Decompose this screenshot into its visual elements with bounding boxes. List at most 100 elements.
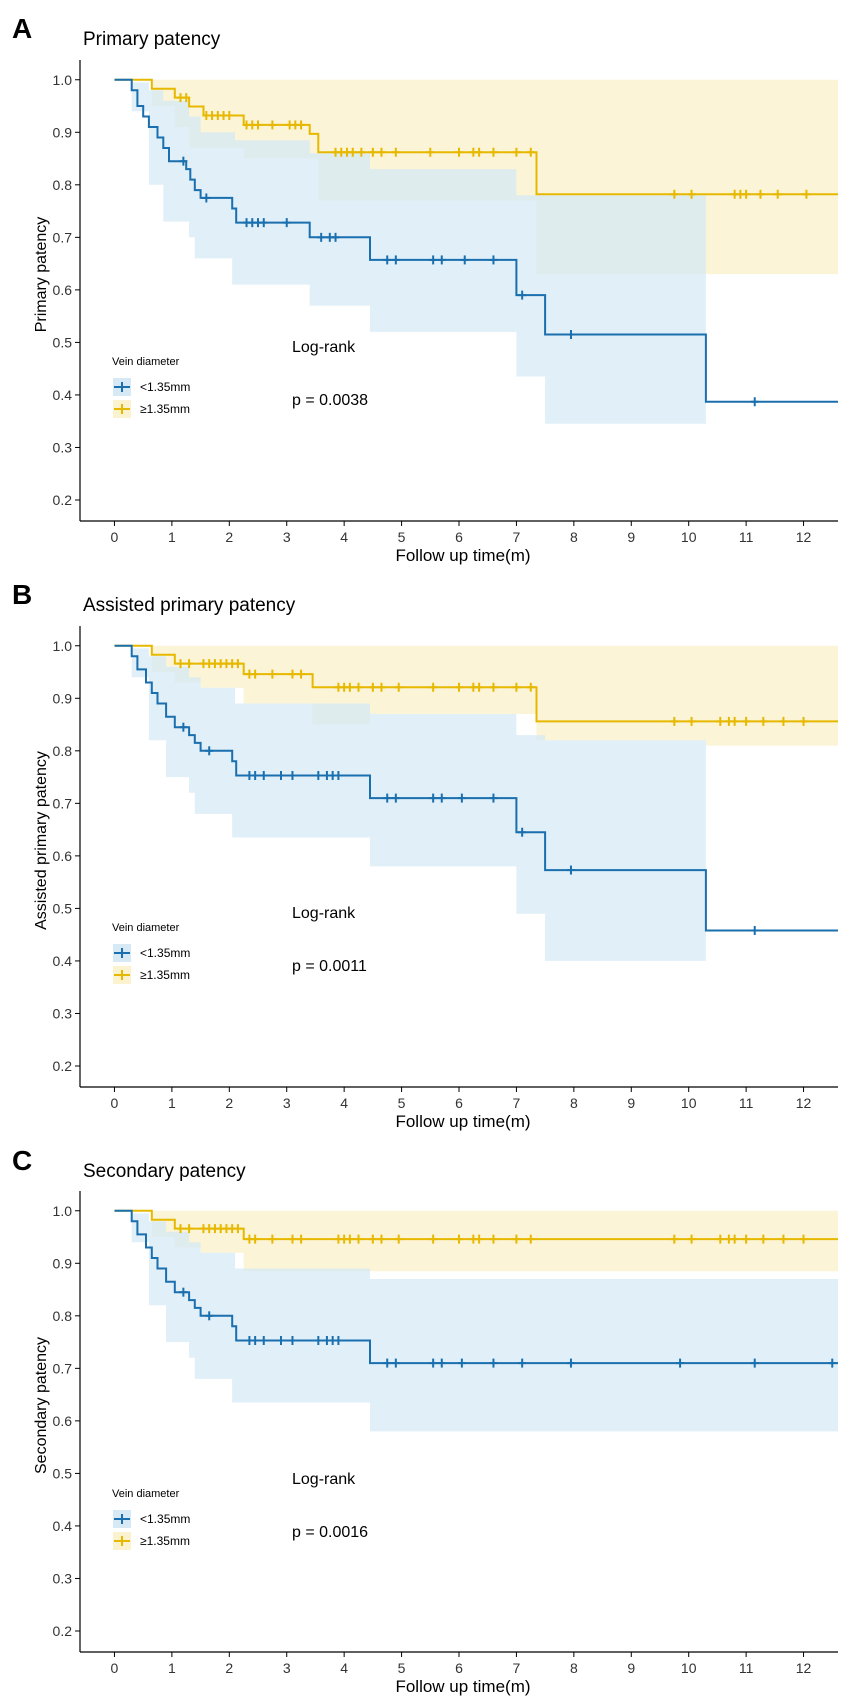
censor-mark-large	[368, 682, 377, 692]
censor-mark-small	[334, 771, 343, 781]
censor-mark-large	[345, 682, 354, 692]
censor-mark-large	[377, 147, 386, 157]
censor-mark-small	[566, 1358, 575, 1368]
ci-band-small	[114, 79, 706, 424]
x-axis-label: Follow up time(m)	[395, 1677, 530, 1696]
x-tick-label: 3	[283, 1660, 291, 1676]
censor-mark-large	[394, 1234, 403, 1244]
censor-mark-large	[182, 93, 191, 103]
censor-mark-large	[716, 716, 725, 726]
x-tick-label: 8	[570, 529, 578, 545]
y-tick-label: 0.9	[53, 1255, 73, 1271]
censor-mark-large	[426, 147, 435, 157]
y-tick-label: 0.7	[53, 795, 73, 811]
x-axis-label: Follow up time(m)	[395, 1112, 530, 1131]
censor-mark-small	[457, 793, 466, 803]
censor-mark-small	[437, 793, 446, 803]
censor-mark-small	[750, 925, 759, 935]
x-tick-label: 0	[111, 1095, 119, 1111]
panel-a: A Primary patency 0.2 0.3 0.4 0.5 0.6 0.7 0.8 0.9…	[12, 13, 838, 565]
x-tick-label: 0	[111, 1660, 119, 1676]
y-tick-label: 0.4	[53, 1518, 73, 1534]
censor-mark-large	[512, 682, 521, 692]
km-line-small	[114, 1209, 838, 1365]
legend: Vein diameter <1.35mm ≥1.35mm	[112, 1488, 190, 1550]
plot-area	[114, 644, 838, 1035]
censor-mark-large	[185, 1224, 194, 1234]
x-tick-label: 6	[455, 1660, 463, 1676]
censor-mark-large	[254, 120, 263, 130]
censor-mark-large	[475, 147, 484, 157]
panel-label: C	[12, 1145, 32, 1176]
censor-mark-large	[779, 716, 788, 726]
censor-mark-large	[779, 1234, 788, 1244]
censor-mark-large	[802, 189, 811, 199]
x-tick-label: 12	[796, 529, 812, 545]
censor-mark-small	[317, 232, 326, 242]
x-tick-label: 7	[513, 1660, 521, 1676]
censor-mark-large	[512, 1234, 521, 1244]
censor-mark-large	[687, 189, 696, 199]
censor-mark-small	[205, 1311, 214, 1321]
y-tick-label: 1.0	[53, 72, 73, 88]
censor-mark-large	[742, 1234, 751, 1244]
x-tick-label: 10	[681, 529, 697, 545]
chart-title: Secondary patency	[83, 1161, 246, 1182]
censor-mark-large	[377, 1234, 386, 1244]
x-tick-label: 2	[225, 1660, 233, 1676]
censor-mark-large	[455, 1234, 463, 1244]
y-tick-label: 0.9	[53, 124, 73, 140]
y-tick-label: 0.8	[53, 743, 73, 759]
censor-mark-small	[334, 1336, 343, 1346]
censor-mark-small	[429, 793, 438, 803]
censor-mark-large	[268, 669, 277, 679]
x-tick-label: 3	[283, 1095, 291, 1111]
x-tick-label: 9	[627, 1660, 635, 1676]
legend-title: Vein diameter	[112, 356, 180, 368]
censor-mark-large	[730, 716, 739, 726]
panel-label: A	[12, 13, 32, 44]
censor-mark-small	[460, 255, 469, 265]
censor-mark-large	[455, 147, 463, 157]
censor-mark-small	[676, 1358, 685, 1368]
legend-entry-small: <1.35mm	[140, 380, 190, 394]
x-tick-label: 7	[513, 1095, 521, 1111]
km-line-large	[114, 644, 838, 723]
censor-mark-large	[288, 1234, 297, 1244]
x-tick-label: 4	[340, 1660, 348, 1676]
x-tick-label: 1	[168, 1095, 176, 1111]
censor-mark-large	[394, 682, 403, 692]
censor-mark-small	[314, 1336, 323, 1346]
censor-mark-large	[429, 682, 438, 692]
x-tick-label: 3	[283, 529, 291, 545]
y-tick-label: 0.4	[53, 387, 73, 403]
censor-mark-small	[288, 771, 297, 781]
censor-mark-small	[391, 255, 400, 265]
plot-area	[114, 1209, 838, 1432]
censor-mark-small	[314, 771, 323, 781]
censor-mark-small	[251, 771, 260, 781]
legend: Vein diameter <1.35mm ≥1.35mm	[112, 356, 190, 418]
censor-mark-large	[297, 1234, 306, 1244]
censor-mark-large	[455, 682, 463, 692]
censor-mark-small	[179, 722, 188, 732]
censor-mark-large	[526, 1234, 535, 1244]
y-tick-label: 0.9	[53, 690, 73, 706]
legend-entry-large: ≥1.35mm	[140, 1534, 190, 1548]
censor-mark-small	[391, 793, 400, 803]
censor-mark-large	[759, 1234, 768, 1244]
censor-mark-large	[670, 189, 679, 199]
p-value: p = 0.0011	[292, 958, 367, 975]
censor-mark-large	[251, 669, 260, 679]
y-tick-label: 0.2	[53, 1623, 73, 1639]
censor-mark-large	[526, 682, 535, 692]
censor-mark-large	[268, 1234, 277, 1244]
legend-entry-large: ≥1.35mm	[140, 402, 190, 416]
x-tick-label: 5	[398, 1095, 406, 1111]
y-tick-label: 0.2	[53, 492, 73, 508]
y-tick-label: 0.4	[53, 953, 73, 969]
censor-mark-large	[354, 1234, 363, 1244]
x-tick-label: 12	[796, 1660, 812, 1676]
censor-mark-small	[391, 1358, 400, 1368]
x-tick-label: 9	[627, 1095, 635, 1111]
